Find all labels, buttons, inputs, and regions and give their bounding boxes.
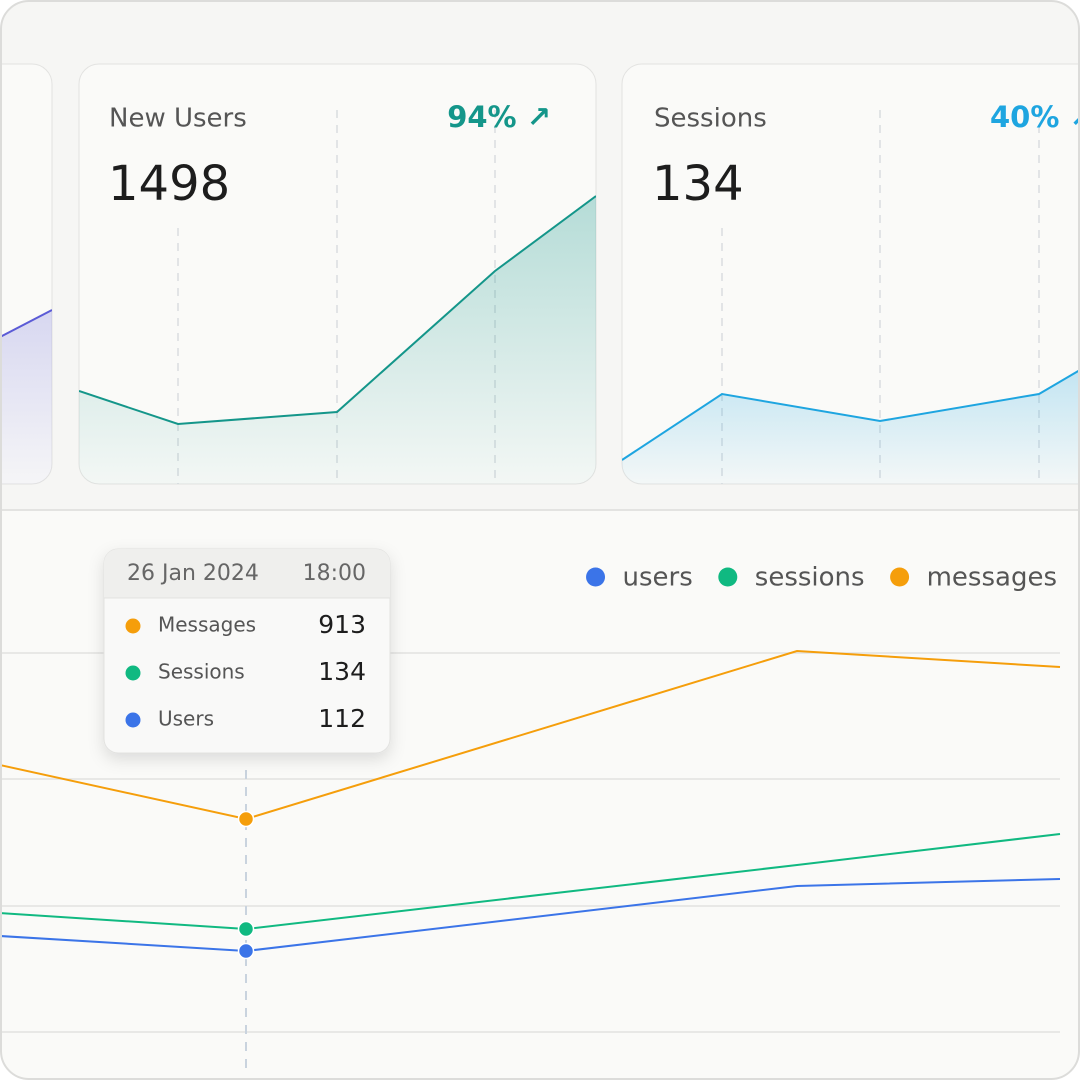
hover-point [237,942,255,960]
area [1,310,52,484]
legend-label: sessions [755,563,865,593]
tooltip-value: 112 [318,704,366,733]
card-title: New Users [109,104,247,134]
tooltip: 26 Jan 2024 18:00 Messages 913 Sessions 134 Us… [103,548,391,754]
hover-point [237,810,255,828]
legend-marker [718,567,738,587]
tooltip-time: 18:00 [303,561,366,586]
tooltip-header [104,549,390,598]
tooltip-label: Users [158,707,214,731]
card-title: Sessions [654,104,767,134]
series-line [1,649,1061,821]
line [79,195,596,426]
tooltip-value: 134 [318,657,366,686]
tooltip-label: Messages [158,613,256,637]
card-change: 94% ↗ [447,100,551,134]
tooltip-date: 26 Jan 2024 [127,561,259,586]
line [1,309,52,338]
tooltip-value: 913 [318,610,366,639]
tooltip-marker [125,712,141,728]
tooltip-marker [125,665,141,681]
series-line [1,833,1061,931]
legend-marker [586,567,606,587]
legend-label: messages [927,563,1057,593]
card-value: 134 [652,156,744,212]
card-change: 40% ↗ [990,100,1080,134]
area [622,370,1079,484]
tooltip-marker [125,618,141,634]
series-line [1,878,1061,953]
sparkline [622,369,1079,484]
plot-layer: messages sessions users 26 Jan 2024 18:00 Mes… [1,195,1079,960]
tooltip-label: Sessions [158,660,245,684]
legend-marker [890,567,910,587]
area [79,196,596,484]
hover-point [237,920,255,938]
legend-label: users [623,563,693,593]
sparkline [79,195,596,484]
card-value: 1498 [108,156,230,212]
line [622,369,1079,461]
sparkline [1,309,52,484]
